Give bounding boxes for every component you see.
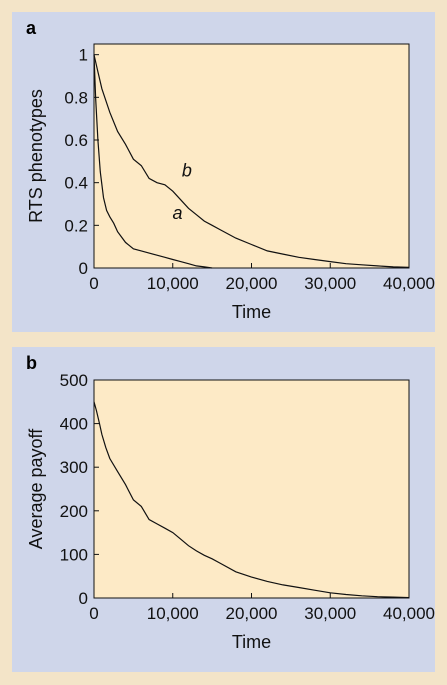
plot-area xyxy=(93,43,410,269)
panel-a: a 0 10,000 20,000 30,000 40,000 0 0.2 0.4 0.6 0.8… xyxy=(12,12,435,332)
series-line-0 xyxy=(93,401,410,599)
x-tick-label: 10,000 xyxy=(147,604,199,623)
y-tick-label: 0.4 xyxy=(64,174,88,193)
y-axis-label: Average payoff xyxy=(26,428,46,549)
panel-a-letter: a xyxy=(26,18,37,38)
y-tick-label: 0.6 xyxy=(64,131,88,150)
x-tick-label: 20,000 xyxy=(226,604,278,623)
y-tick-label: 500 xyxy=(60,371,88,390)
chart-b: 0 10,000 20,000 30,000 40,000 0 100 200 300 400 50… xyxy=(26,371,435,652)
series-line-b xyxy=(93,54,410,268)
panel-b-letter: b xyxy=(26,353,37,373)
series-label-a: a xyxy=(172,203,182,223)
x-tick-label: 40,000 xyxy=(383,274,435,293)
x-tick-label: 10,000 xyxy=(147,274,199,293)
panel-b: b 0 10,000 20,000 30,000 40,000 0 100 200 300 400… xyxy=(12,347,435,672)
x-axis-label: Time xyxy=(232,302,271,322)
x-tick-label: 0 xyxy=(89,274,98,293)
series-label-b: b xyxy=(182,160,192,180)
y-tick-label: 0 xyxy=(79,589,88,608)
y-tick-label: 200 xyxy=(60,502,88,521)
x-tick-label: 0 xyxy=(89,604,98,623)
y-axis-label: RTS phenotypes xyxy=(26,89,46,223)
y-tick-label: 0 xyxy=(79,259,88,278)
series-line-a xyxy=(93,54,213,269)
x-axis-label: Time xyxy=(232,632,271,652)
y-tick-label: 100 xyxy=(60,545,88,564)
x-tick-label: 20,000 xyxy=(226,274,278,293)
x-tick-label: 30,000 xyxy=(304,604,356,623)
y-tick-label: 0.8 xyxy=(64,88,88,107)
y-tick-label: 300 xyxy=(60,458,88,477)
chart-a: 0 10,000 20,000 30,000 40,000 0 0.2 0.4 0.6 0.8 1 T… xyxy=(26,43,435,322)
y-tick-label: 0.2 xyxy=(64,216,88,235)
x-tick-label: 30,000 xyxy=(304,274,356,293)
plot-area xyxy=(93,379,410,599)
x-tick-label: 40,000 xyxy=(383,604,435,623)
y-tick-label: 400 xyxy=(60,415,88,434)
y-tick-label: 1 xyxy=(79,46,88,65)
